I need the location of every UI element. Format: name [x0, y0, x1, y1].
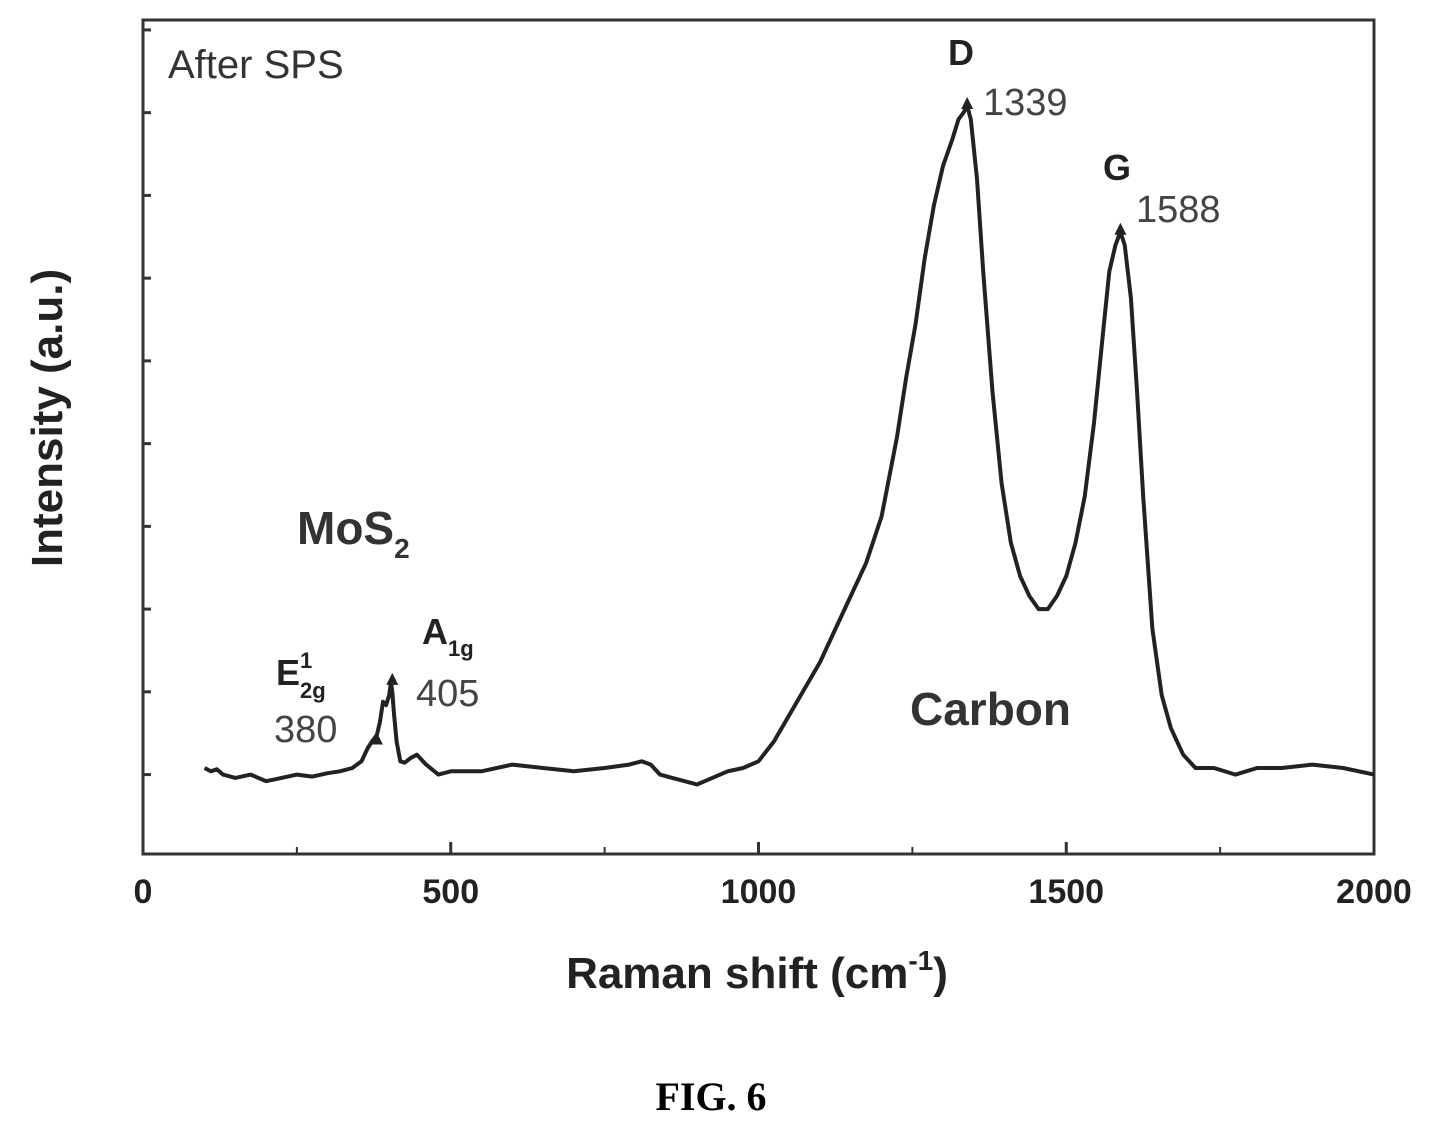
mos2-group-label: MoS2 — [297, 502, 410, 564]
inset-annotation: After SPS — [168, 43, 344, 87]
peak-a1g-name: A — [422, 611, 448, 652]
peak-marker — [386, 672, 399, 685]
peak-e2g-name: E — [276, 652, 300, 693]
x-tick-label: 2000 — [1336, 873, 1412, 911]
mos2-label-sub: 2 — [394, 533, 410, 564]
x-tick-label: 500 — [422, 873, 479, 911]
peak-a1g-value: 405 — [416, 673, 479, 715]
peak-a1g-sub: 1g — [448, 636, 474, 661]
peak-e2g-value: 380 — [274, 709, 337, 751]
y-axis-ticks — [143, 28, 151, 777]
peak-e2g-label: E1 2g — [276, 648, 326, 703]
mos2-label-main: MoS — [297, 502, 394, 554]
y-axis-title: Intensity (a.u.) — [23, 269, 72, 567]
x-tick-label: 1500 — [1028, 873, 1104, 911]
peak-d-value: 1339 — [983, 82, 1068, 124]
peak-marker — [1114, 222, 1127, 235]
x-axis-title-close: ) — [933, 949, 948, 998]
peak-markers — [370, 97, 1127, 745]
x-axis-ticks — [141, 842, 1376, 854]
figure-caption: FIG. 6 — [655, 1074, 766, 1119]
peak-g-label: G — [1103, 147, 1131, 188]
peak-d-label: D — [948, 32, 974, 73]
x-axis-tick-labels: 0 500 1000 1500 2000 — [134, 873, 1412, 911]
x-tick-label: 1000 — [721, 873, 797, 911]
peak-e2g-sup: 1 — [300, 648, 312, 673]
x-tick-label: 0 — [134, 873, 153, 911]
x-axis-title-text: Raman shift (cm — [566, 949, 908, 998]
peak-a1g-label: A1g — [422, 611, 474, 661]
raman-spectrum-line — [203, 104, 1375, 787]
peak-marker — [370, 732, 383, 745]
x-axis-title: Raman shift (cm-1) — [566, 945, 948, 998]
peak-marker — [961, 97, 974, 110]
carbon-group-label: Carbon — [910, 683, 1071, 735]
peak-e2g-sub: 2g — [300, 678, 326, 703]
x-axis-title-superscript: -1 — [908, 945, 933, 976]
peak-g-value: 1588 — [1136, 189, 1221, 231]
